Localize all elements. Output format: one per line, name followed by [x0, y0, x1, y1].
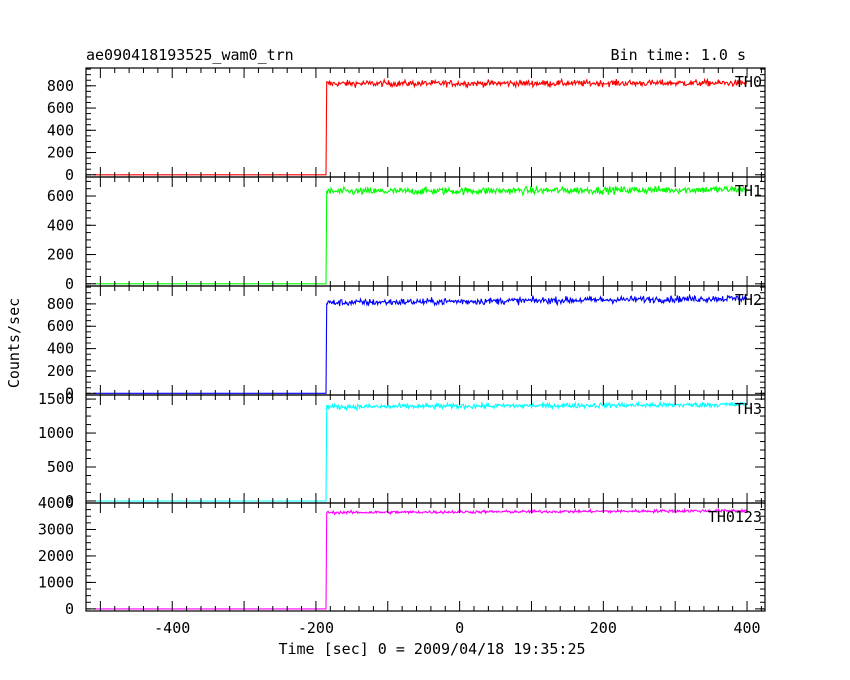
series-line-th0123	[93, 507, 748, 610]
y-tick-label: 1500	[38, 390, 74, 408]
y-tick-label: 500	[47, 458, 74, 476]
series-label-th0123: TH0123	[708, 508, 762, 526]
panels-group: 0 200 400 600 800 TH0 0 200 400 600 TH1 0 200 400 600 8…	[38, 67, 766, 637]
panel-th0: 0 200 400 600 800 TH0	[47, 67, 766, 184]
y-tick-label: 2000	[38, 547, 74, 565]
panel-frame	[85, 394, 766, 504]
x-tick-label: 400	[733, 619, 760, 637]
y-tick-label: 1000	[38, 424, 74, 442]
series-line-th0	[93, 77, 748, 176]
x-tick-label: -400	[154, 619, 190, 637]
y-tick-label: 0	[65, 492, 74, 510]
y-tick-label: 0	[65, 384, 74, 402]
y-tick-label: 200	[47, 246, 74, 264]
chart-title: ae090418193525_wam0_trn	[86, 46, 294, 64]
y-tick-label: 1000	[38, 573, 74, 591]
series-label-th1: TH1	[735, 182, 762, 200]
y-tick-label: 600	[47, 187, 74, 205]
panel-th2: 0 200 400 600 800 TH2	[47, 285, 766, 402]
x-tick-label: 200	[590, 619, 617, 637]
y-tick-label: 3000	[38, 520, 74, 538]
y-tick-label: 600	[47, 99, 74, 117]
series-line-th3	[93, 400, 747, 502]
series-label-th0: TH0	[735, 73, 762, 91]
series-label-th2: TH2	[735, 291, 762, 309]
y-tick-label: 200	[47, 144, 74, 162]
panel-th0123: 0 1000 2000 3000 4000 TH0123	[38, 494, 766, 618]
bin-time-label: Bin time: 1.0 s	[611, 46, 746, 64]
x-tick-label: -200	[298, 619, 334, 637]
y-tick-label: 0	[65, 275, 74, 293]
y-tick-label: 0	[65, 600, 74, 618]
y-tick-label: 0	[65, 166, 74, 184]
y-tick-label: 400	[47, 121, 74, 139]
x-axis-label: Time [sec] 0 = 2009/04/18 19:35:25	[278, 640, 585, 658]
x-tick-label: 0	[455, 619, 464, 637]
series-label-th3: TH3	[735, 400, 762, 418]
panel-frame	[85, 502, 766, 612]
y-tick-label: 800	[47, 295, 74, 313]
y-tick-label: 400	[47, 216, 74, 234]
series-line-th2	[93, 293, 748, 394]
y-tick-label: 4000	[38, 494, 74, 512]
y-axis-label: Counts/sec	[5, 298, 23, 388]
series-line-th1	[93, 184, 748, 285]
y-tick-label: 400	[47, 340, 74, 358]
y-tick-label: 800	[47, 77, 74, 95]
panel-frame	[85, 176, 766, 287]
panel-th1: 0 200 400 600 TH1	[47, 176, 766, 293]
y-tick-label: 600	[47, 317, 74, 335]
panel-th3: 0 500 1000 1500 TH3	[38, 390, 766, 510]
y-tick-label: 200	[47, 362, 74, 380]
